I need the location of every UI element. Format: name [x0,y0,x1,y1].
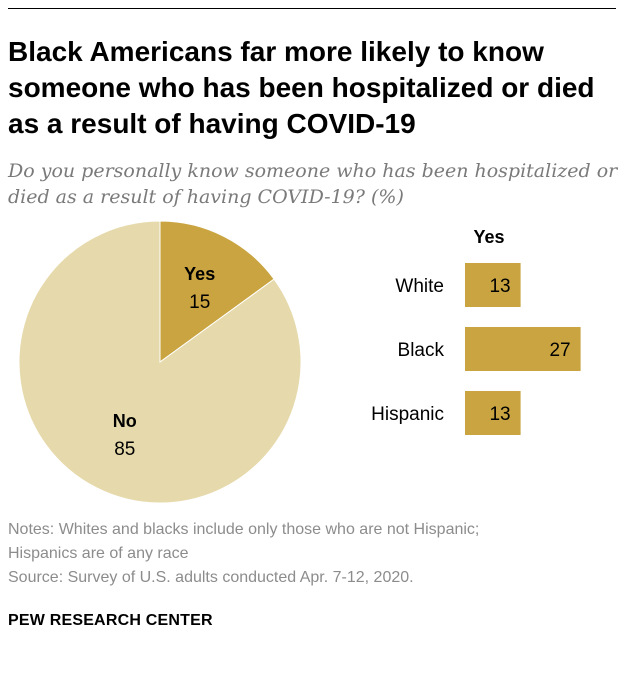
brand-name: PEW RESEARCH CENTER [8,612,213,629]
notes-line: Hispanics are of any race [8,545,189,562]
bar-column-header: Yes [473,227,504,247]
pie-chart: Yes 15 No 85 [18,220,302,504]
top-rule [8,8,616,9]
chart-subtitle: Do you personally know someone who has b… [8,160,618,208]
bar-value-label: 13 [489,404,510,425]
bar-category-label: Black [398,340,445,361]
bar [465,391,521,435]
pie-value-no: 85 [114,439,135,460]
bar-category-label: Hispanic [371,404,444,425]
bar-chart: Yes White 13 Black 27 Hispanic 13 [371,227,581,435]
bar-value-label: 27 [549,340,570,361]
pie-label-yes: Yes [184,264,215,284]
notes-block: Notes: Whites and blacks include only th… [8,518,618,590]
pie-value-yes: 15 [189,292,210,313]
bar-value-label: 13 [489,276,510,297]
chart-title: Black Americans far more likely to know … [8,36,595,139]
bar-category-label: White [395,276,444,297]
bar [465,263,521,307]
pie-slice-no [18,220,302,504]
notes-line: Notes: Whites and blacks include only th… [8,521,480,538]
pie-slice-yes [159,220,275,363]
pie-label-no: No [113,411,137,431]
source-line: Source: Survey of U.S. adults conducted … [8,569,414,586]
bar [465,327,581,371]
